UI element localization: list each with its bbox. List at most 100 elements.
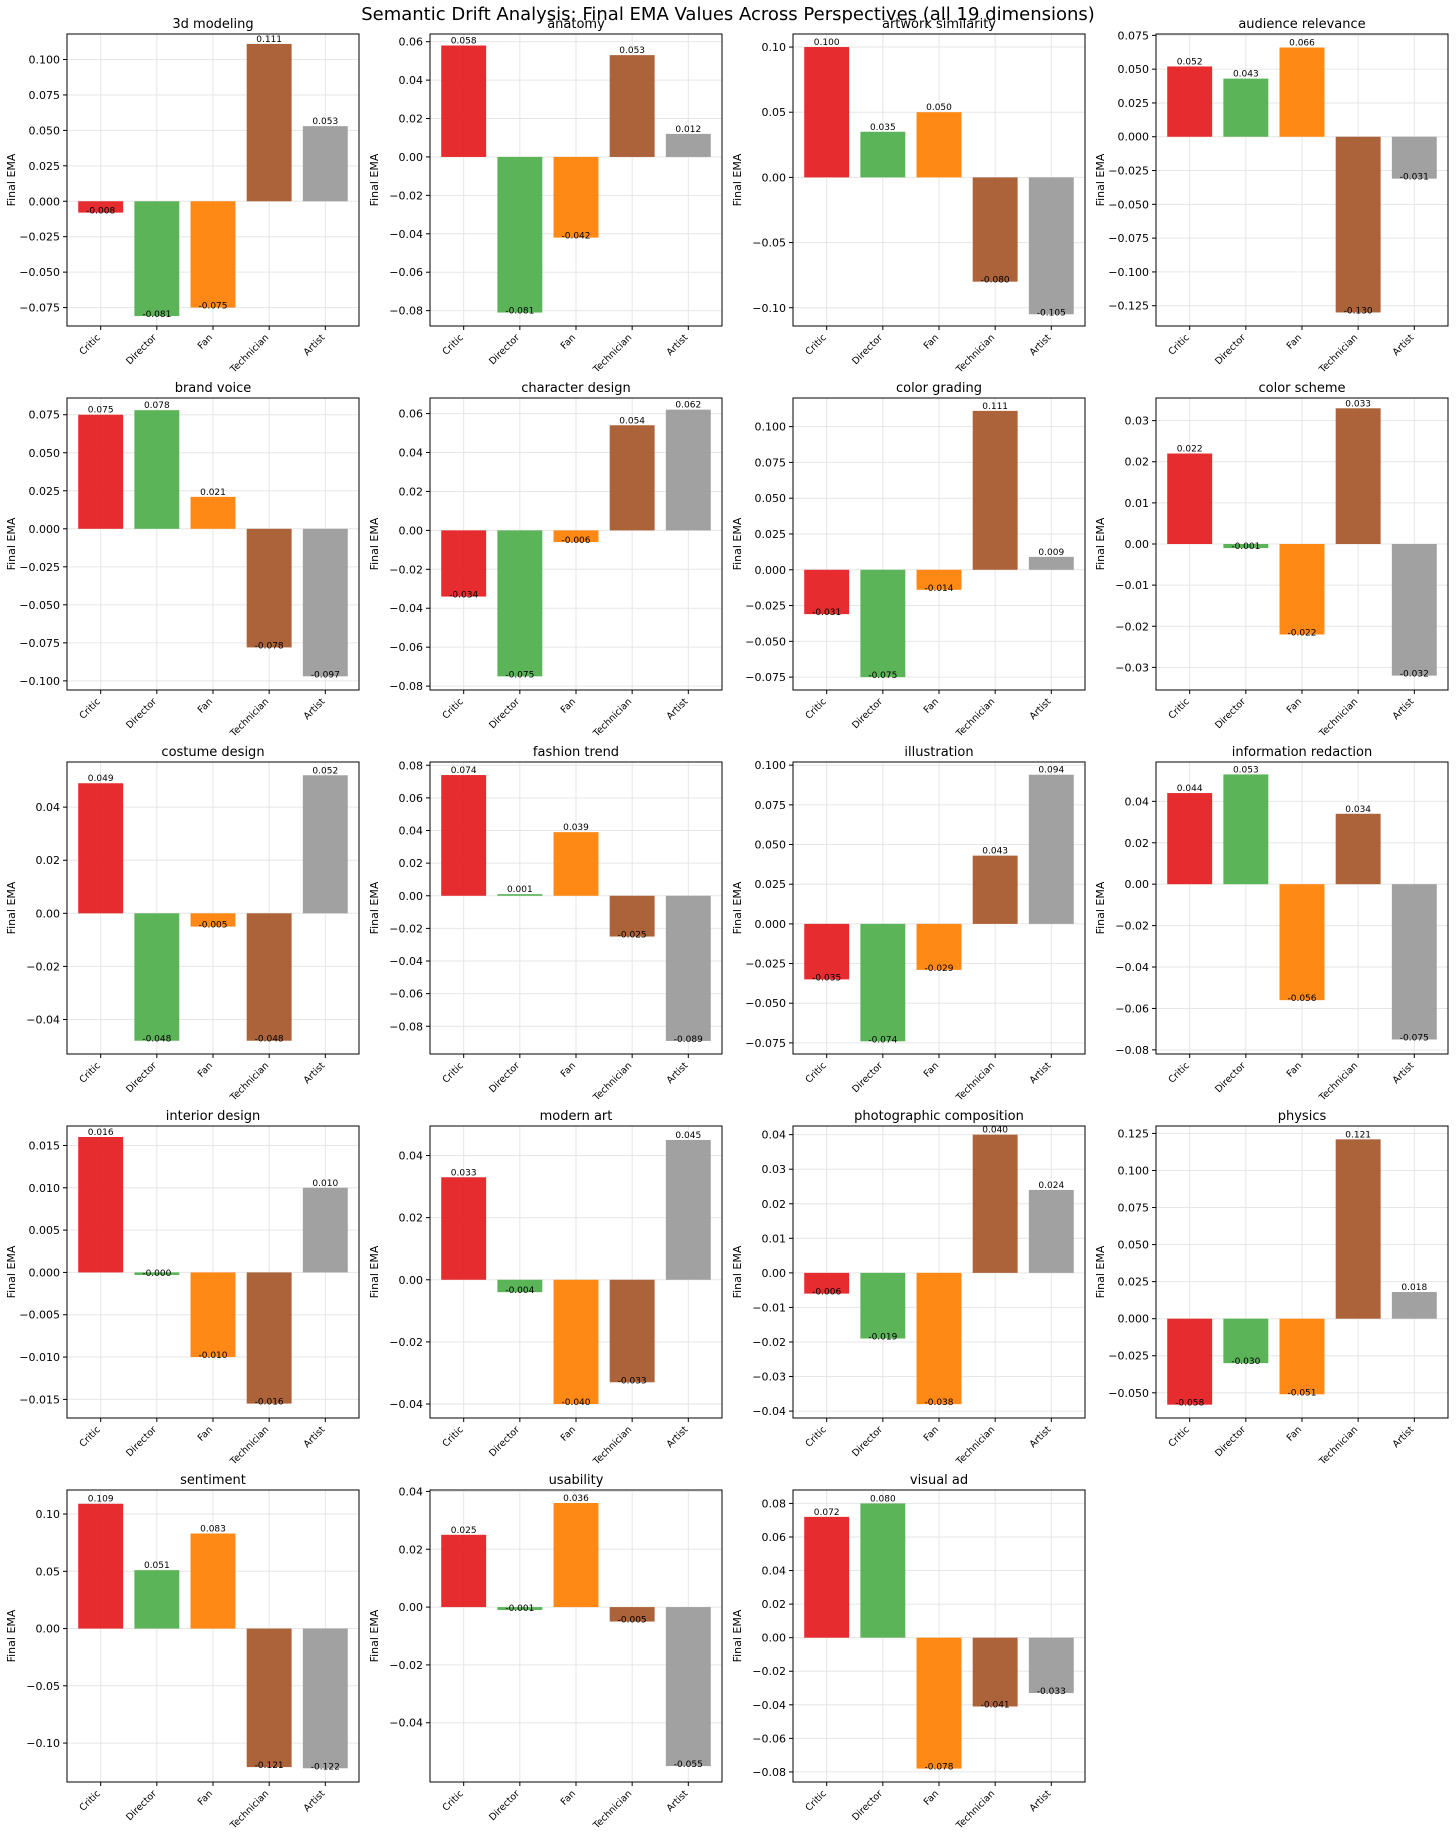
subplot-title: audience relevance: [1238, 17, 1365, 32]
y-tick-label: 0.04: [762, 1129, 787, 1142]
x-tick-label: Technician: [228, 1060, 272, 1104]
subplot-sentiment: −0.10 −0.05 0.00 0.05 0.10 0.109 Critic 0.051 Di…: [5, 1473, 360, 1832]
value-label: 0.078: [144, 401, 170, 411]
y-axis-label: Final EMA: [5, 1245, 18, 1298]
y-tick-label: −0.08: [389, 680, 423, 693]
y-tick-label: −0.05: [752, 237, 786, 250]
y-tick-label: 0.02: [1125, 837, 1150, 850]
bar-director: [497, 1279, 543, 1293]
y-tick-label: 0.050: [755, 492, 787, 505]
x-tick-label: Technician: [954, 332, 998, 376]
bar-fan: [190, 1272, 236, 1358]
y-tick-label: 0.000: [1118, 1313, 1150, 1326]
x-tick-label: Technician: [954, 696, 998, 740]
bar-critic: [441, 1534, 487, 1608]
bar-fan: [1279, 544, 1325, 635]
bar-technician: [609, 1279, 655, 1383]
subplot-visual-ad: −0.08 −0.06 −0.04 −0.02 0.00 0.02 0.04 0.06 0.08…: [731, 1473, 1086, 1832]
value-label: -0.080: [981, 276, 1010, 286]
bar-director: [134, 410, 180, 529]
bar-technician: [246, 1272, 292, 1404]
bar-critic: [804, 569, 850, 615]
subplot-title: character design: [521, 381, 631, 396]
value-label: 0.021: [200, 488, 226, 498]
bar-fan: [1279, 1318, 1325, 1395]
y-tick-label: −0.08: [1115, 1044, 1149, 1057]
y-tick-label: −0.050: [745, 635, 786, 648]
y-axis-label: Final EMA: [368, 153, 381, 206]
y-tick-label: −0.075: [745, 1037, 786, 1050]
bar-critic: [78, 1503, 124, 1629]
y-axis-label: Final EMA: [5, 1609, 18, 1662]
bar-director: [134, 913, 180, 1041]
y-tick-label: 0.01: [1125, 497, 1150, 510]
x-tick-label: Artist: [665, 1788, 691, 1814]
bar-artist: [1028, 556, 1074, 570]
y-tick-label: −0.08: [752, 1766, 786, 1779]
x-tick-label: Artist: [665, 696, 691, 722]
y-tick-label: 0.075: [755, 456, 787, 469]
y-tick-label: 0.04: [1125, 795, 1150, 808]
axes-frame: [792, 1489, 1086, 1783]
bar-fan: [190, 913, 236, 927]
y-tick-label: 0.00: [399, 890, 424, 903]
y-tick-label: 0.000: [755, 918, 787, 931]
x-tick-label: Artist: [1391, 332, 1417, 358]
subplot-illustration: −0.075 −0.050 −0.025 0.000 0.025 0.050 0.075 0.…: [731, 745, 1086, 1104]
y-tick-label: 0.075: [1118, 1202, 1150, 1215]
value-label: -0.005: [198, 921, 227, 931]
axes-frame: [429, 33, 723, 327]
bar-critic: [441, 1177, 487, 1280]
y-tick-label: 0.00: [762, 171, 787, 184]
y-tick-label: −0.025: [19, 231, 60, 244]
value-label: 0.039: [563, 823, 589, 833]
bar-critic: [804, 923, 850, 980]
x-tick-label: Artist: [1028, 1788, 1054, 1814]
y-axis-label: Final EMA: [368, 517, 381, 570]
y-tick-label: 0.02: [399, 1543, 424, 1556]
bar-fan: [190, 496, 236, 529]
y-tick-label: 0.075: [1118, 29, 1150, 42]
y-tick-label: −0.05: [26, 1680, 60, 1693]
y-tick-label: −0.03: [752, 1371, 786, 1384]
value-label: 0.051: [144, 1561, 170, 1571]
value-label: -0.075: [1400, 1034, 1429, 1044]
x-tick-label: Artist: [302, 332, 328, 358]
bar-fan: [190, 1533, 236, 1629]
subplot-color-grading: −0.075 −0.050 −0.025 0.000 0.025 0.050 0.075 0.…: [731, 381, 1086, 740]
bar-technician: [246, 528, 292, 648]
y-tick-label: −0.06: [389, 988, 423, 1001]
value-label: -0.008: [86, 207, 115, 217]
y-tick-label: −0.050: [745, 997, 786, 1010]
value-label: 0.100: [814, 38, 840, 48]
value-label: 0.053: [619, 46, 645, 56]
x-tick-label: Director: [487, 1424, 522, 1459]
x-tick-label: Technician: [591, 1060, 635, 1104]
y-tick-label: 0.02: [36, 854, 61, 867]
subplot-brand-voice: −0.100 −0.075 −0.050 −0.025 0.000 0.025 0.050 0…: [5, 381, 360, 740]
bar-fan: [553, 832, 599, 896]
y-tick-label: −0.050: [19, 266, 60, 279]
x-tick-label: Fan: [922, 1424, 941, 1443]
y-tick-label: −0.03: [1115, 661, 1149, 674]
x-tick-label: Technician: [954, 1788, 998, 1832]
value-label: 0.009: [1038, 548, 1064, 558]
x-tick-label: Fan: [559, 696, 578, 715]
y-tick-label: −0.02: [26, 960, 60, 973]
y-tick-label: 0.00: [762, 1632, 787, 1645]
y-tick-label: −0.100: [1108, 266, 1149, 279]
value-label: 0.040: [982, 1126, 1008, 1136]
value-label: -0.006: [561, 536, 590, 546]
value-label: -0.105: [1037, 308, 1066, 318]
axes-frame: [66, 1125, 360, 1419]
value-label: 0.083: [200, 1525, 226, 1535]
x-tick-label: Fan: [922, 332, 941, 351]
x-tick-label: Technician: [228, 1424, 272, 1468]
value-label: 0.016: [88, 1128, 114, 1138]
x-tick-label: Technician: [591, 1424, 635, 1468]
y-tick-label: −0.06: [389, 641, 423, 654]
value-label: 0.034: [1345, 805, 1371, 815]
y-tick-label: −0.04: [389, 1398, 423, 1411]
x-tick-label: Director: [850, 1788, 885, 1823]
y-tick-label: −0.04: [752, 1405, 786, 1418]
